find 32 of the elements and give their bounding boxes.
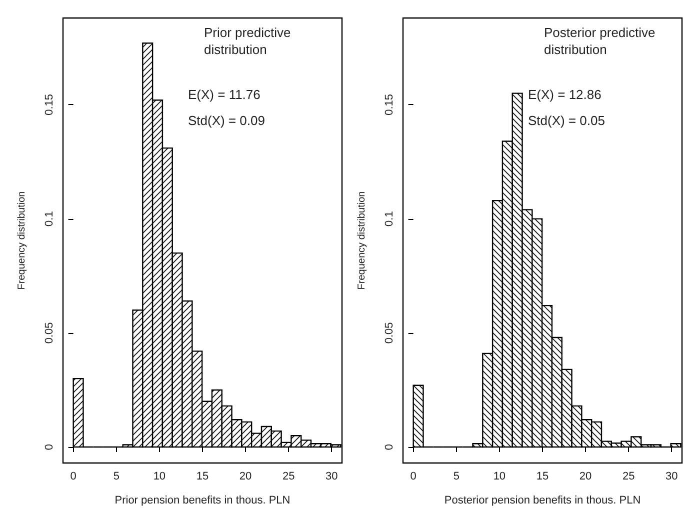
x-axis-title: Prior pension benefits in thous. PLN	[114, 494, 290, 506]
annotation: Prior predictive distribution	[204, 25, 294, 57]
x-tick-label: 25	[622, 470, 635, 482]
annotation: Posterior predictive distribution	[544, 25, 659, 57]
x-tick-label: 20	[239, 470, 252, 482]
y-tick-label: 0.05	[384, 322, 396, 344]
annotation: Std(X) = 0.05	[528, 113, 605, 128]
y-tick-label: 0	[384, 444, 396, 450]
x-axis-title: Posterior pension benefits in thous. PLN	[444, 494, 641, 506]
annotation: Std(X) = 0.09	[188, 113, 265, 128]
y-tick-label: 0.15	[44, 94, 56, 116]
annotation: E(X) = 11.76	[188, 87, 260, 102]
x-tick-label: 30	[666, 470, 678, 482]
x-tick-label: 10	[153, 470, 166, 482]
y-tick-label: 0.1	[44, 211, 56, 226]
x-tick-label: 30	[326, 470, 338, 482]
x-tick-label: 20	[579, 470, 592, 482]
y-tick-label: 0.05	[44, 322, 56, 344]
x-tick-label: 15	[536, 470, 549, 482]
x-tick-label: 10	[493, 470, 506, 482]
y-tick-label: 0.1	[384, 211, 396, 226]
x-tick-label: 15	[196, 470, 209, 482]
x-tick-label: 0	[410, 470, 416, 482]
y-axis-title: Frequency distribution	[356, 191, 368, 290]
y-tick-label: 0	[44, 444, 56, 450]
y-axis-title: Frequency distribution	[16, 191, 28, 290]
x-tick-label: 5	[453, 470, 460, 482]
annotation: E(X) = 12.86	[528, 87, 602, 102]
x-tick-label: 5	[113, 470, 120, 482]
x-tick-label: 0	[70, 470, 76, 482]
y-tick-label: 0.15	[384, 94, 396, 116]
x-tick-label: 25	[282, 470, 295, 482]
